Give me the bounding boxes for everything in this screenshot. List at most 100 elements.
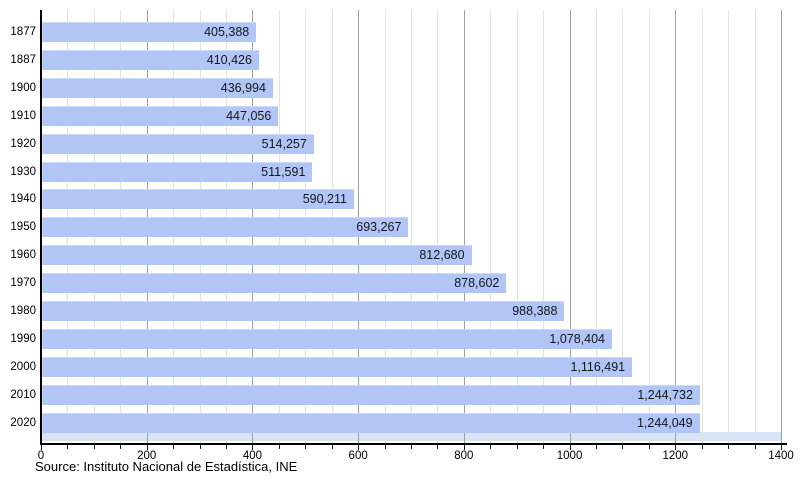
- x-tick-minor: [278, 445, 280, 449]
- y-axis-label: 2010: [10, 388, 36, 401]
- x-tick-major: [781, 445, 782, 450]
- x-axis-tick-label: 200: [137, 450, 157, 462]
- y-axis-label: 1940: [10, 193, 36, 206]
- y-axis-label: 2020: [10, 416, 36, 429]
- gridline-minor: [701, 10, 703, 443]
- bar-value-label: 514,257: [261, 136, 307, 151]
- bar: 447,056: [42, 105, 279, 126]
- x-tick-minor: [67, 445, 69, 449]
- x-tick-major: [358, 445, 360, 450]
- x-tick-minor: [701, 445, 703, 449]
- x-tick-major: [463, 445, 465, 450]
- bar: 1,116,491: [42, 356, 633, 377]
- x-axis-tick-label: 1200: [662, 450, 689, 462]
- gridline-minor: [437, 10, 439, 443]
- bar-value-label: 1,244,049: [636, 415, 693, 430]
- y-axis-label: 2000: [10, 360, 36, 373]
- y-axis-line: [40, 10, 42, 445]
- y-axis-label: 1877: [10, 26, 36, 38]
- bars-layer: 405,388 410,426 436,994 447,056 514,257 511,5…: [41, 10, 781, 443]
- gridline-major: [781, 10, 782, 443]
- x-tick-minor: [754, 445, 756, 449]
- bar: 590,211: [42, 189, 354, 210]
- bar: 436,994: [42, 77, 273, 98]
- bar-value-label: 590,211: [302, 192, 347, 207]
- source-note: Source: Instituto Nacional de Estadístic…: [35, 459, 298, 474]
- x-tick-minor: [199, 445, 201, 449]
- bar-value-label: 511,591: [261, 164, 306, 179]
- bar-value-label: 988,388: [512, 304, 558, 318]
- y-axis-label: 1960: [10, 249, 36, 262]
- gridline-major: [569, 10, 571, 443]
- x-tick-minor: [305, 445, 307, 449]
- bar-value-label: 410,426: [206, 52, 252, 67]
- bar-value-label: 436,994: [220, 80, 266, 95]
- bar-value-label: 812,680: [419, 248, 465, 263]
- y-axis-label: 1900: [10, 81, 36, 94]
- x-axis-tick-label: 0: [37, 450, 45, 462]
- x-tick-minor: [648, 445, 650, 449]
- plot-area: 405,388 410,426 436,994 447,056 514,257 511,5…: [40, 10, 787, 445]
- y-axis-label: 1910: [10, 109, 36, 122]
- bar: 693,267: [42, 217, 409, 238]
- x-tick-minor: [93, 445, 95, 449]
- x-tick-major: [675, 445, 677, 450]
- y-axis-label: 1950: [10, 221, 36, 234]
- x-tick-minor: [596, 445, 597, 449]
- bar: 514,257: [42, 133, 314, 154]
- x-tick-minor: [384, 445, 386, 449]
- gridline-minor: [754, 10, 756, 443]
- gridline-major: [463, 10, 465, 443]
- bar: 405,388: [42, 22, 257, 42]
- bar-value-label: 693,267: [356, 220, 402, 235]
- x-tick-minor: [120, 445, 122, 449]
- gridline-minor: [648, 10, 650, 443]
- y-axis-label: 1990: [10, 332, 36, 345]
- gridline-minor: [411, 10, 412, 443]
- y-axis-label: 1920: [10, 137, 36, 150]
- bar-value-label: 1,244,732: [637, 387, 693, 402]
- bar: 812,680: [42, 245, 472, 266]
- x-tick-minor: [728, 445, 730, 449]
- x-tick-major: [146, 445, 148, 450]
- bar-value-label: 447,056: [226, 108, 272, 123]
- gridline-minor: [516, 10, 518, 443]
- x-tick-minor: [543, 445, 545, 449]
- bar-value-label: 878,602: [454, 276, 500, 291]
- bar: 1,078,404: [42, 328, 612, 349]
- x-tick-major: [252, 445, 254, 450]
- x-tick-minor: [173, 445, 175, 449]
- bar: 988,388: [42, 301, 565, 321]
- x-axis-tick-label: 600: [348, 450, 368, 462]
- x-tick-minor: [331, 445, 333, 449]
- x-tick-minor: [437, 445, 439, 449]
- bar-value-label: 405,388: [204, 25, 250, 39]
- bar-value-label: 1,078,404: [549, 331, 605, 346]
- gridline-major: [675, 10, 677, 443]
- x-tick-minor: [226, 445, 227, 449]
- y-axis-label: 1887: [10, 53, 36, 66]
- gridline-minor: [490, 10, 492, 443]
- bar: 1,244,049: [42, 412, 700, 433]
- bar: 878,602: [42, 273, 507, 294]
- bar: 1,244,732: [42, 384, 700, 405]
- gridline-minor: [543, 10, 545, 443]
- x-axis-tick-label: 1400: [768, 450, 794, 462]
- x-tick-major: [569, 445, 571, 450]
- x-tick-minor: [622, 445, 624, 449]
- bar: 410,426: [42, 49, 259, 70]
- x-axis-tick-label: 400: [242, 450, 263, 462]
- y-axis-label: 1970: [10, 277, 36, 290]
- y-axis-label: 1930: [10, 165, 36, 178]
- bar-value-label: 1,116,491: [570, 359, 626, 374]
- gridline-minor: [596, 10, 597, 443]
- x-axis-tick-label: 1000: [556, 450, 583, 462]
- x-tick-major: [41, 445, 42, 450]
- x-tick-minor: [411, 445, 412, 449]
- gridline-minor: [728, 10, 730, 443]
- bar: 511,591: [42, 161, 313, 182]
